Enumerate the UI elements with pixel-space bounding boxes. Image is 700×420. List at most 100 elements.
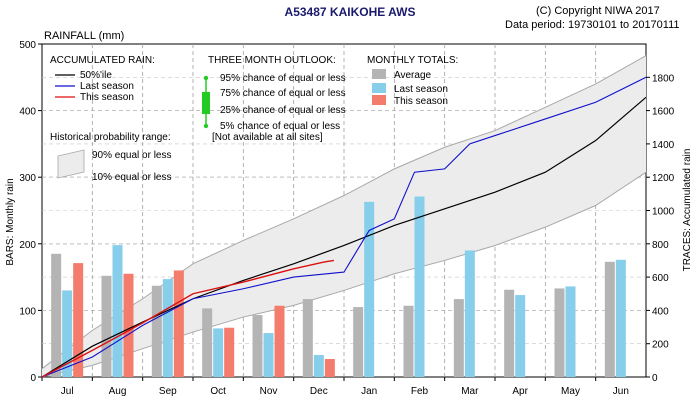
bar-this-season [274,305,285,377]
bar-this-season [324,359,335,377]
right-tick-label: 1000 [652,207,675,218]
chart-title: A53487 KAIKOHE AWS [284,5,416,19]
right-tick-label: 1200 [652,173,675,184]
bar-last-season [464,250,475,377]
legend-monthly-heading: MONTHLY TOTALS: [367,55,458,66]
month-label: Aug [109,386,127,397]
month-label: Sep [159,386,177,397]
right-tick-label: 400 [652,306,669,317]
bar-average [453,299,464,377]
bar-average [101,275,112,377]
right-tick-label: 1600 [652,107,675,118]
bar-last-season [62,290,73,377]
right-tick-label: 0 [652,373,658,384]
month-label: Jun [613,386,629,397]
legend-last-swatch [372,83,386,93]
bar-average [302,299,313,377]
month-label: Oct [210,386,226,397]
left-axis-title: BARS: Monthly rain [5,178,16,265]
legend-band-upper-label: 90% equal or less [92,150,172,161]
month-label: Mar [461,386,479,397]
right-tick-label: 1400 [652,140,675,151]
bar-last-season [565,286,576,377]
bar-this-season [123,273,134,377]
legend-accumulated: ACCUMULATED RAIN: 50%'ile Last season Th… [50,55,172,183]
month-label: Dec [310,386,328,397]
legend-monthly: MONTHLY TOTALS: Average Last season This… [367,55,458,107]
monthly-bars [51,196,626,377]
legend-outlook-dot-top [203,75,209,81]
bar-last-season [162,279,173,377]
legend-average-swatch [372,69,386,79]
bar-last-season [263,333,274,377]
right-tick-label: 200 [652,340,669,351]
legend-outlook-dot-bottom [203,123,209,129]
legend-last-line-label: Last season [80,81,134,92]
bar-average [252,315,263,377]
bar-this-season [224,327,235,377]
legend-outlook-note: [Not available at all sites] [212,132,323,143]
left-tick-label: 0 [30,373,36,384]
legend-this-line-label: This season [80,92,134,103]
legend-outlook-75: 75% chance of equal or less [220,88,346,99]
month-label: May [561,386,580,397]
legend-this-label: This season [394,96,448,107]
legend-outlook: THREE MONTH OUTLOOK: 95% chance of equal… [202,55,346,143]
left-tick-label: 500 [19,40,36,51]
bar-last-season [313,355,324,377]
legend-outlook-25: 25% chance of equal or less [220,105,346,116]
left-tick-label: 300 [19,173,36,184]
bar-last-season [615,259,626,377]
left-units-label: RAINFALL (mm) [44,30,125,42]
legend-average-label: Average [394,70,432,81]
accumulated-traces [41,76,647,378]
legend-this-swatch [372,95,386,105]
legend-outlook-box [202,92,210,114]
bar-last-season [364,201,375,377]
legend-outlook-95: 95% chance of equal or less [220,73,346,84]
month-label: Apr [512,386,528,397]
bar-last-season [515,295,526,377]
bar-average [604,261,615,377]
bar-this-season [73,263,84,377]
bar-this-season [173,270,184,377]
right-axis-title: TRACES: Accumulated rain [682,149,693,272]
band-upper-edge [41,55,647,370]
legend-hist-heading: Historical probability range: [50,132,171,143]
right-tick-label: 800 [652,240,669,251]
right-tick-label: 600 [652,273,669,284]
trace-median [41,96,647,378]
month-label: Jan [361,386,377,397]
legend-outlook-heading: THREE MONTH OUTLOOK: [208,55,336,66]
bar-last-season [414,196,425,377]
legend-outlook-5: 5% chance of equal or less [220,121,340,132]
left-tick-label: 400 [19,107,36,118]
bar-average [353,307,364,377]
legend-band-lower-label: 10% equal or less [92,172,172,183]
trace-last-season [41,76,647,378]
bar-average [202,308,213,377]
band-lower-edge [41,171,647,378]
legend-last-label: Last season [394,84,448,95]
bar-average [151,285,162,377]
bar-average [403,305,414,377]
bar-average [554,288,565,377]
legend-median-label: 50%'ile [80,70,112,81]
left-tick-label: 100 [19,306,36,317]
data-period-text: Data period: 19730101 to 20170111 [505,19,680,31]
bar-last-season [112,245,123,377]
bar-last-season [213,328,224,377]
right-tick-label: 1800 [652,73,675,84]
trace-this-season [41,259,335,378]
bar-average [504,289,515,377]
bar-average [51,253,62,377]
legend-band-swatch [57,149,85,179]
legend-accum-heading: ACCUMULATED RAIN: [50,55,155,66]
month-label: Nov [260,386,278,397]
month-label: Feb [411,386,429,397]
left-tick-label: 200 [19,240,36,251]
copyright-text: (C) Copyright NIWA 2017 [536,5,660,17]
axes: 0 100 200 300 400 500 0 200 400 600 800 1000 1200 140… [19,40,674,397]
